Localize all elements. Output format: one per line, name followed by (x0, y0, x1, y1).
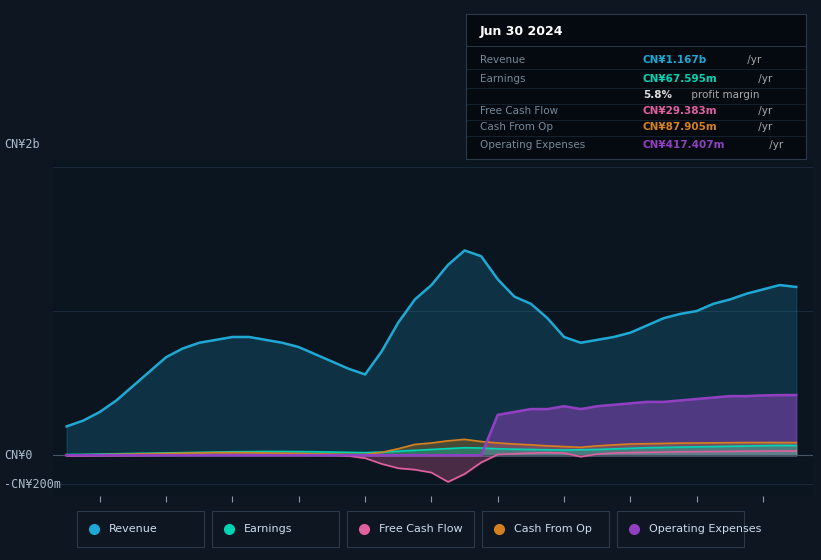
Text: Free Cash Flow: Free Cash Flow (379, 524, 463, 534)
Text: Jun 30 2024: Jun 30 2024 (479, 25, 563, 38)
Text: CN¥1.167b: CN¥1.167b (643, 55, 707, 66)
Text: CN¥67.595m: CN¥67.595m (643, 74, 718, 84)
Text: /yr: /yr (755, 74, 773, 84)
Text: /yr: /yr (755, 122, 773, 132)
Text: Earnings: Earnings (244, 524, 293, 534)
Text: CN¥0: CN¥0 (4, 449, 33, 462)
Text: Operating Expenses: Operating Expenses (479, 139, 585, 150)
FancyBboxPatch shape (482, 511, 609, 547)
Text: Operating Expenses: Operating Expenses (649, 524, 762, 534)
Text: Revenue: Revenue (479, 55, 525, 66)
Text: Free Cash Flow: Free Cash Flow (479, 106, 557, 116)
FancyBboxPatch shape (212, 511, 339, 547)
Text: CN¥87.905m: CN¥87.905m (643, 122, 718, 132)
Text: /yr: /yr (744, 55, 761, 66)
FancyBboxPatch shape (346, 511, 475, 547)
Text: profit margin: profit margin (688, 90, 759, 100)
Text: /yr: /yr (766, 139, 783, 150)
Text: CN¥2b: CN¥2b (4, 138, 39, 151)
Text: CN¥417.407m: CN¥417.407m (643, 139, 725, 150)
Text: Revenue: Revenue (109, 524, 158, 534)
FancyBboxPatch shape (617, 511, 745, 547)
Text: Cash From Op: Cash From Op (479, 122, 553, 132)
Text: Cash From Op: Cash From Op (514, 524, 592, 534)
Text: Earnings: Earnings (479, 74, 525, 84)
Text: 5.8%: 5.8% (643, 90, 672, 100)
Text: -CN¥200m: -CN¥200m (4, 478, 61, 491)
FancyBboxPatch shape (76, 511, 204, 547)
Text: CN¥29.383m: CN¥29.383m (643, 106, 718, 116)
Text: /yr: /yr (755, 106, 773, 116)
